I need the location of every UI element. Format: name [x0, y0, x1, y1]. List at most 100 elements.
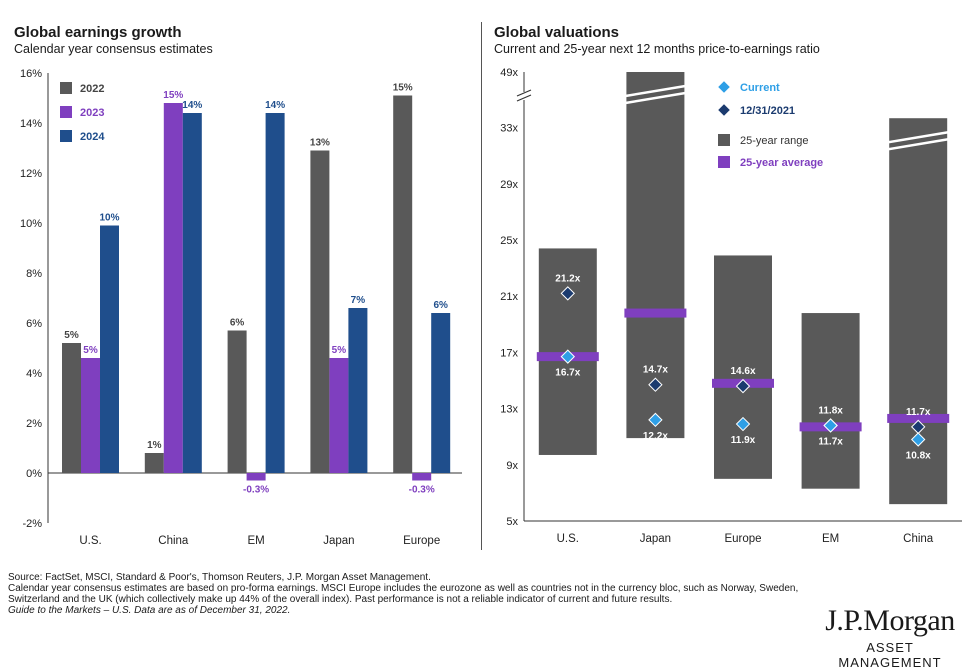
panel-divider — [481, 22, 482, 550]
logo-subtitle: ASSET MANAGEMENT — [838, 640, 942, 670]
guide-note: Guide to the Markets – U.S. Data are as … — [8, 605, 291, 616]
x-tick-label: U.S. — [557, 533, 579, 545]
dec-2021-marker — [560, 286, 576, 301]
bar-2024 — [100, 225, 119, 473]
y-tick-label: 9x — [506, 460, 518, 472]
legend-average-label: 25-year average — [740, 157, 823, 169]
x-tick-label: Japan — [323, 535, 354, 547]
bar-2022 — [393, 95, 413, 473]
y-tick-label: 25x — [500, 235, 518, 247]
x-tick-label: EM — [247, 535, 264, 547]
upper-value-label: 11.7x — [906, 407, 931, 418]
bar-2022 — [310, 150, 330, 473]
legend-label-2024: 2024 — [80, 131, 105, 143]
y-tick-label: 17x — [500, 347, 518, 359]
y-tick-label: 21x — [500, 291, 518, 303]
upper-value-label: 14.6x — [730, 366, 755, 377]
data-label-2023: 5% — [83, 345, 98, 356]
bar-2022 — [62, 343, 81, 473]
y-tick-label: 5x — [506, 516, 518, 528]
x-tick-label: China — [903, 533, 934, 545]
y-tick-label: 2% — [26, 418, 42, 430]
data-label-2023: 15% — [163, 90, 183, 101]
range-break-mark — [625, 84, 686, 98]
x-tick-label: Europe — [403, 535, 440, 547]
y-tick-label: 0% — [26, 468, 42, 480]
range-bar — [714, 255, 772, 479]
range-break-mark — [887, 130, 949, 144]
data-label-2024: 14% — [182, 100, 202, 111]
y-tick-label: 12% — [20, 168, 42, 180]
x-tick-label: EM — [822, 533, 839, 545]
lower-value-label: 11.9x — [731, 435, 756, 446]
dec-2021-marker — [735, 378, 751, 394]
jpmorgan-logo: J.P.Morgan ASSET MANAGEMENT — [815, 604, 965, 670]
x-tick-label: U.S. — [79, 535, 101, 547]
x-tick-label: Japan — [640, 533, 671, 545]
logo-wordmark: J.P.Morgan — [825, 604, 955, 637]
legend-current-label: Current — [740, 82, 780, 94]
current-marker — [823, 418, 838, 433]
data-label-2023: 5% — [332, 345, 347, 356]
data-label-2024: 10% — [99, 213, 119, 224]
left-chart-title: Global earnings growth — [14, 24, 182, 41]
data-label-2024: 6% — [433, 300, 448, 311]
current-marker — [735, 416, 751, 432]
left-chart-subtitle: Calendar year consensus estimates — [14, 42, 213, 56]
axis-break-mark — [516, 94, 532, 102]
source-note: Source: FactSet, MSCI, Standard & Poor's… — [8, 572, 431, 583]
y-tick-label: 16% — [20, 68, 42, 80]
legend-label-2022: 2022 — [80, 83, 104, 95]
data-label-2022: 15% — [393, 83, 413, 94]
range-break-mark — [625, 91, 686, 105]
legend-swatch-2023 — [60, 106, 72, 118]
bar-2022 — [144, 453, 164, 473]
average-marker — [887, 413, 950, 423]
y-tick-label: -2% — [22, 518, 42, 530]
bar-2024 — [431, 313, 451, 473]
bar-2023 — [163, 103, 183, 473]
data-label-2023: -0.3% — [409, 485, 435, 496]
y-tick-label: 13x — [500, 404, 518, 416]
data-label-2022: 13% — [310, 138, 330, 149]
legend-swatch-2022 — [60, 82, 72, 94]
bar-2023 — [81, 358, 100, 473]
data-label-2022: 6% — [230, 318, 245, 329]
range-bar — [801, 313, 860, 489]
bar-2024 — [265, 113, 285, 473]
legend-average-swatch — [718, 156, 730, 168]
upper-value-label: 21.2x — [555, 273, 580, 284]
range-break-mark — [887, 137, 949, 151]
right-chart-subtitle: Current and 25-year next 12 months price… — [494, 42, 820, 56]
current-marker — [648, 412, 663, 428]
lower-value-label: 10.8x — [906, 451, 931, 462]
legend-range-label: 25-year range — [740, 135, 809, 147]
footnotes: Source: FactSet, MSCI, Standard & Poor's… — [8, 572, 808, 616]
axis-break-gap — [518, 92, 530, 100]
lower-value-label: 11.7x — [818, 436, 843, 447]
y-tick-label: 8% — [26, 268, 42, 280]
y-tick-label: 29x — [500, 179, 518, 191]
y-tick-label: 6% — [26, 318, 42, 330]
dec-2021-marker — [648, 377, 663, 392]
x-tick-label: Europe — [724, 533, 761, 545]
upper-value-label: 14.7x — [643, 365, 668, 376]
methodology-note: Calendar year consensus estimates are ba… — [8, 583, 799, 605]
y-tick-label: 10% — [20, 218, 42, 230]
bar-2024 — [182, 113, 202, 473]
current-marker — [910, 432, 926, 447]
axis-break-mark — [516, 89, 532, 97]
valuations-chart: 5x 9x 13x 17x 21x 25x 29x 33x 49x 21.2x 16.7x U.S. 1… — [500, 67, 962, 545]
y-tick-label: 14% — [20, 118, 42, 130]
y-tick-label: 33x — [500, 123, 518, 135]
bar-2022 — [227, 330, 247, 473]
average-marker — [624, 308, 687, 318]
earnings-growth-chart: -2% 0% 2% 4% 6% 8% 10% 12% 14% 16% 5% 5% 10% U.S. 1% 15… — [20, 68, 462, 547]
legend-swatch-2024 — [60, 130, 72, 142]
y-tick-label: 4% — [26, 368, 42, 380]
data-label-2023: -0.3% — [243, 485, 269, 496]
current-marker — [560, 349, 576, 364]
range-bar — [626, 72, 685, 439]
bar-2023 — [329, 358, 349, 473]
bar-2023 — [412, 473, 432, 481]
